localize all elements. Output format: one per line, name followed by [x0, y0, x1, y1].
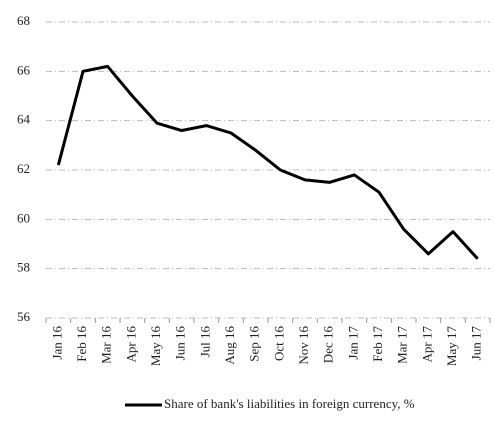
- x-tick-label: Sep 16: [247, 326, 262, 362]
- y-tick-label: 64: [17, 112, 31, 127]
- y-tick-label: 58: [17, 260, 30, 275]
- legend-label: Share of bank's liabilities in foreign c…: [164, 396, 415, 411]
- x-tick-label: Jun 16: [173, 326, 188, 361]
- y-tick-label: 66: [17, 62, 31, 77]
- x-tick-label: May 17: [444, 326, 459, 367]
- x-tick-label: Feb 17: [370, 326, 385, 362]
- x-tick-label: Mar 17: [395, 326, 410, 364]
- x-tick-label: Jan 17: [345, 326, 360, 360]
- x-tick-label: Mar 16: [99, 326, 114, 364]
- x-tick-label: Dec 16: [321, 326, 336, 364]
- y-tick-label: 68: [17, 13, 30, 28]
- x-tick-label: Jul 16: [197, 326, 212, 358]
- x-tick-label: May 16: [148, 326, 163, 367]
- x-tick-label: Jun 17: [469, 326, 484, 361]
- x-tick-label: Feb 16: [74, 326, 89, 362]
- x-tick-label: Oct 16: [271, 326, 286, 362]
- x-tick-label: Apr 17: [419, 326, 434, 363]
- y-tick-label: 56: [17, 309, 31, 324]
- x-tick-label: Jan 16: [49, 326, 64, 360]
- line: [56, 64, 479, 260]
- x-tick-label: Apr 16: [123, 326, 138, 363]
- y-tick-label: 60: [17, 210, 30, 225]
- x-tick-label: Nov 16: [296, 326, 311, 365]
- y-tick-label: 62: [17, 161, 30, 176]
- x-tick-label: Aug 16: [222, 326, 237, 365]
